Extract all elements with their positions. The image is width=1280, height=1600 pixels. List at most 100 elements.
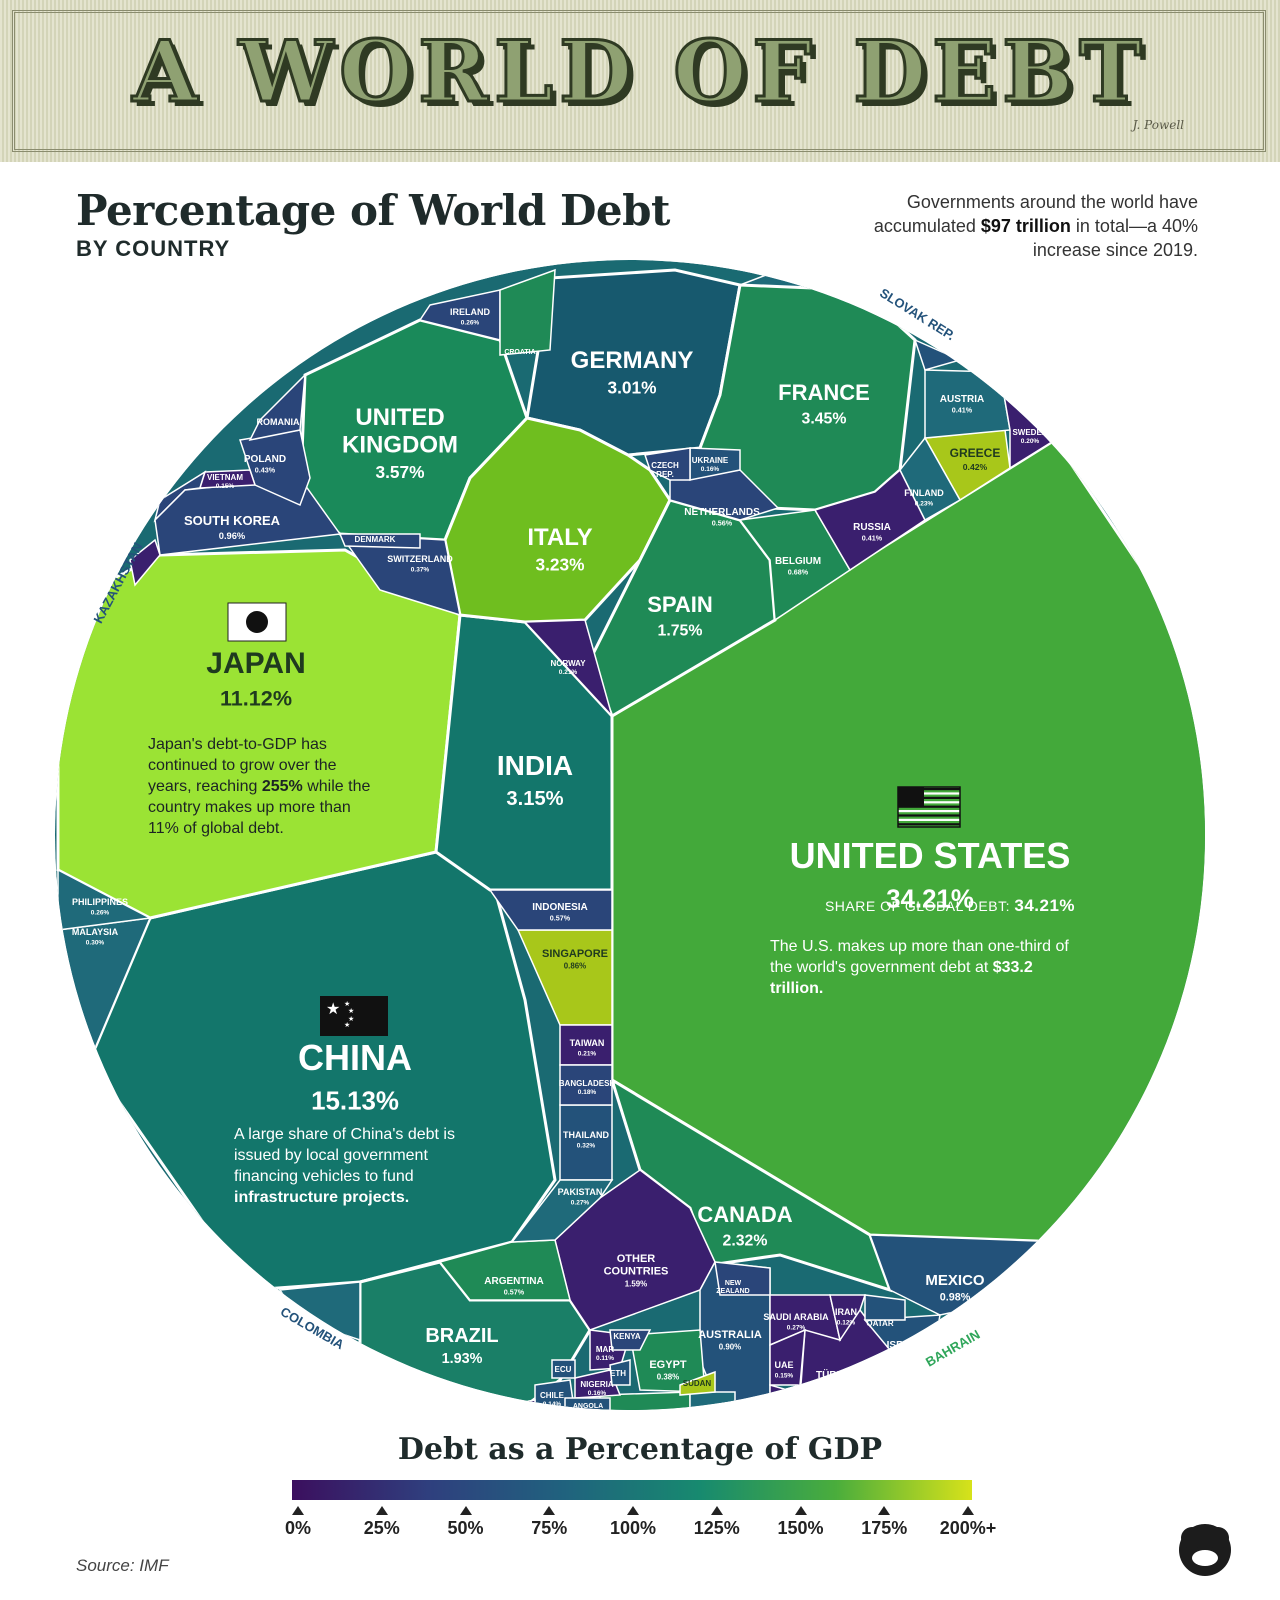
label-new-zealand: NEW — [725, 1280, 742, 1287]
label-israel: ISRAEL — [887, 1340, 924, 1351]
title-banner: A WORLD OF DEBT J. Powell — [0, 0, 1280, 162]
value-japan: 11.12% — [220, 686, 292, 711]
label-finland: FINLAND — [904, 488, 944, 498]
cell-iran — [829, 1294, 867, 1342]
legend-tick-label: 75% — [531, 1518, 568, 1538]
cell-pakistan — [510, 1179, 614, 1243]
legend-tick-mark — [375, 1506, 388, 1515]
legend-tick-mark — [543, 1506, 556, 1515]
svg-text:★: ★ — [344, 1000, 350, 1008]
legend-tick-label: 100% — [609, 1518, 657, 1538]
legend-tick-mark — [710, 1506, 723, 1515]
legend-tick-label: 0% — [284, 1518, 311, 1538]
value-indonesia: 0.57% — [550, 914, 571, 923]
value-spain: 1.75% — [658, 622, 703, 639]
label-poland: POLAND — [244, 454, 286, 465]
value-singapore: 0.86% — [564, 962, 586, 971]
legend-tick-mark — [794, 1506, 807, 1515]
value-argentina: 0.57% — [504, 1288, 525, 1297]
label-australia: AUSTRALIA — [698, 1329, 762, 1341]
intro-text: Governments around the world have accumu… — [838, 190, 1198, 262]
us-flag-stripe — [898, 814, 960, 817]
legend-tick-mark — [627, 1506, 639, 1515]
legend-tick-label: 25% — [363, 1518, 400, 1538]
label-algeria: ALGERIA — [690, 1406, 731, 1416]
label-nigeria: NIGERIA — [580, 1380, 614, 1389]
value-nigeria: 0.16% — [588, 1390, 607, 1397]
label-czech-rep: CZECH — [651, 461, 679, 470]
chart-title: Percentage of World Debt — [76, 186, 670, 235]
label-angola: ANGOLA — [573, 1403, 603, 1410]
signature-mark: J. Powell — [1132, 118, 1184, 132]
chart-subtitle: BY COUNTRY — [76, 236, 231, 261]
us-flag-stripe — [898, 805, 960, 808]
legend-tick-mark — [459, 1506, 472, 1515]
value-philippines: 0.26% — [91, 909, 110, 916]
us-flag-stripe — [898, 796, 960, 799]
us-flag-stripe — [898, 801, 960, 804]
value-finland: 0.23% — [915, 500, 934, 507]
cell-eth — [609, 1359, 631, 1386]
cell-nigeria — [574, 1369, 622, 1399]
value-china: 15.13% — [311, 1087, 399, 1115]
cell-new-zealand — [714, 1261, 771, 1296]
cell-bangladesh — [559, 1064, 613, 1106]
legend-tick-label: 175% — [861, 1518, 908, 1538]
label-saudi-arabia: SAUDI ARABIA — [763, 1312, 829, 1322]
source-note: Source: IMF — [76, 1556, 169, 1575]
value-mar: 0.11% — [596, 1355, 614, 1362]
legend-tick-label: 125% — [693, 1518, 740, 1538]
intro-post: in total—a 40% increase since 2019. — [1032, 216, 1198, 260]
value-taiwan: 0.21% — [578, 1050, 597, 1057]
cell-kazakhstan — [129, 538, 161, 587]
value-t-rkiye: 0.41% — [828, 1382, 849, 1391]
cell-belgium — [738, 509, 852, 622]
label-denmark: DENMARK — [355, 535, 396, 544]
label-china: CHINA — [298, 1037, 412, 1078]
us-share-value: 34.21% — [1014, 896, 1076, 915]
us-flag-canton — [898, 787, 924, 807]
label-iraq: IRAQ — [776, 1397, 799, 1407]
banner-frame — [12, 10, 1266, 152]
svg-text:★: ★ — [326, 999, 340, 1018]
japan-callout: Japan's debt-to-GDP has continued to gro… — [148, 734, 378, 839]
label-other-countries: COUNTRIES — [604, 1266, 669, 1278]
label-uae: UAE — [774, 1360, 793, 1370]
label-ukraine: UKRAINE — [692, 456, 729, 465]
legend-gradient-bar — [292, 1480, 972, 1500]
value-malaysia: 0.30% — [86, 939, 105, 946]
value-egypt: 0.38% — [657, 1373, 679, 1382]
value-germany: 3.01% — [608, 378, 657, 398]
us-callout: The U.S. makes up more than one-third of… — [770, 936, 1070, 999]
intro-pre: Governments around the world have accumu… — [873, 192, 1198, 236]
us-flag-icon — [897, 786, 961, 828]
label-italy: ITALY — [527, 524, 592, 551]
value-france: 3.45% — [802, 410, 847, 427]
label-austria: AUSTRIA — [940, 394, 984, 405]
label-mexico: MEXICO — [925, 1272, 985, 1289]
label-spain: SPAIN — [647, 592, 713, 617]
us-flag-stripe — [898, 792, 960, 795]
japan-callout-pre: Japan's debt-to-GDP has continued to gro… — [148, 736, 337, 795]
value-poland: 0.43% — [255, 466, 276, 475]
value-bangladesh: 0.18% — [578, 1089, 597, 1096]
value-canada: 2.32% — [723, 1232, 768, 1249]
label-canada: CANADA — [697, 1202, 792, 1227]
cell-ecu — [551, 1359, 576, 1379]
intro-bold: $97 trillion — [980, 216, 1071, 236]
label-greece: GREECE — [950, 446, 1001, 460]
svg-text:★: ★ — [344, 1021, 350, 1029]
legend-tick-label: 50% — [447, 1518, 484, 1538]
label-brazil: BRAZIL — [425, 1325, 498, 1347]
label-united-states: UNITED STATES — [790, 835, 1071, 876]
cell-slovak-rep — [913, 338, 963, 371]
us-callout-bold: $33.2 trillion. — [770, 959, 1033, 997]
cell-qatar — [864, 1294, 906, 1321]
japan-callout-post: while the country makes up more than 11%… — [148, 778, 371, 837]
value-greece: 0.42% — [963, 462, 988, 472]
label-ireland: IRELAND — [450, 307, 490, 317]
us-flag-stripe — [898, 810, 960, 813]
label-mar: MAR — [596, 1345, 614, 1354]
label-south-korea: SOUTH KOREA — [184, 513, 281, 528]
